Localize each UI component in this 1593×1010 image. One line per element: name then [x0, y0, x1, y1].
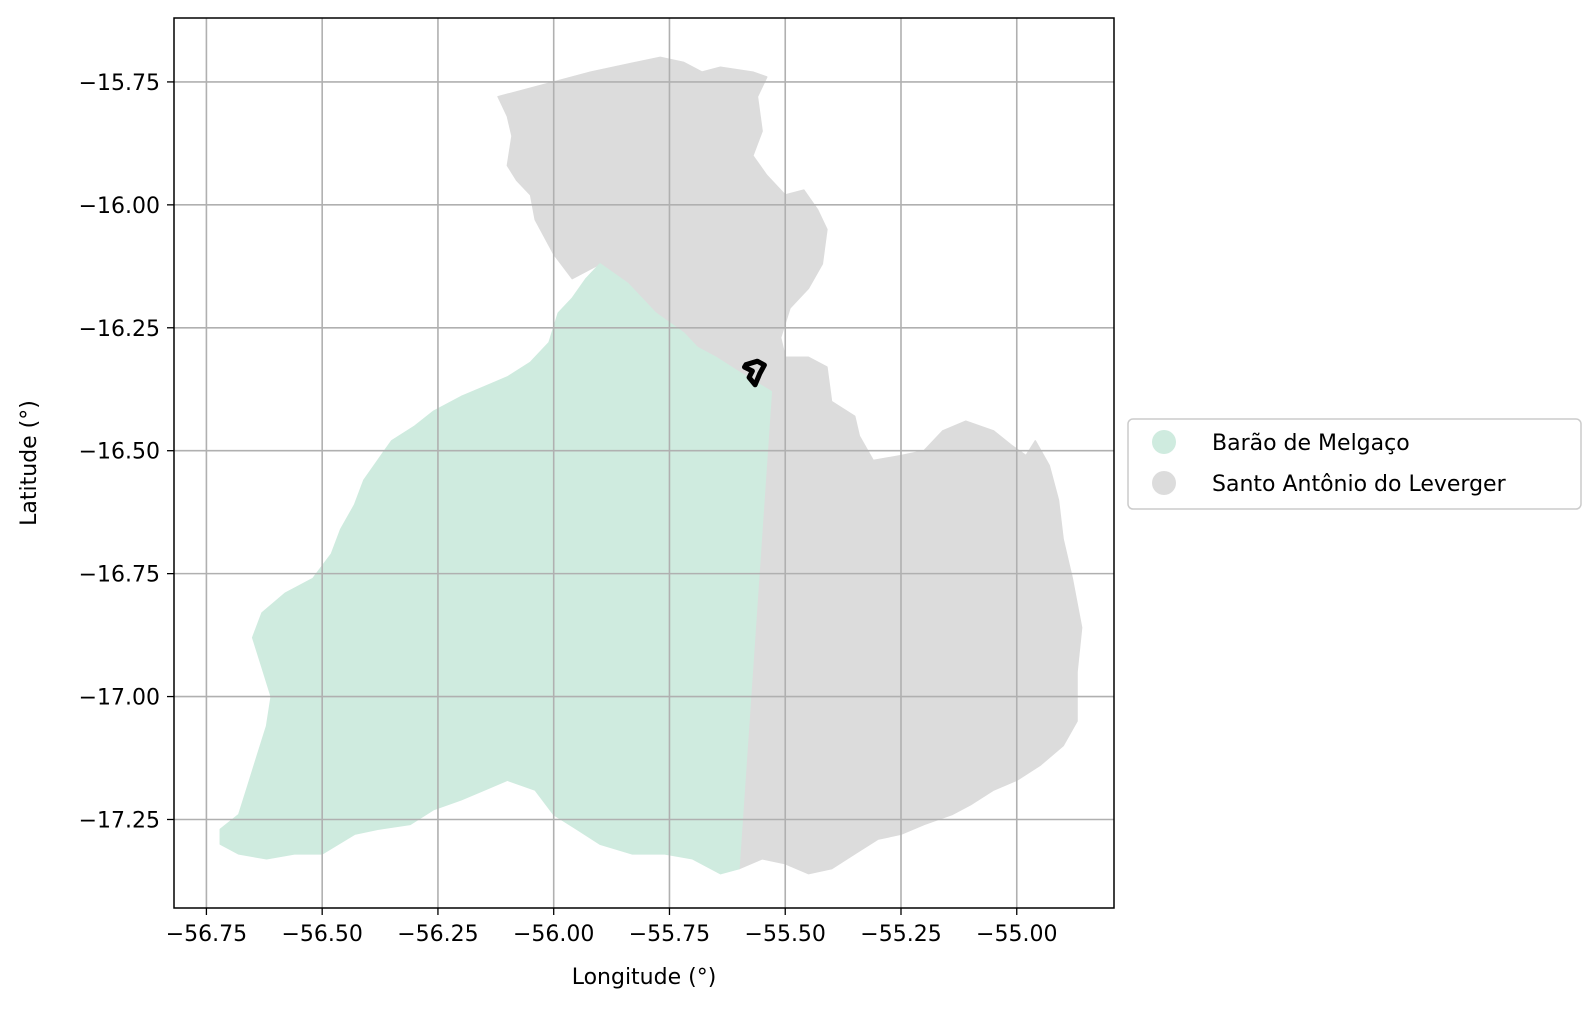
legend-marker	[1152, 471, 1176, 495]
y-tick-label: −17.25	[79, 808, 160, 833]
marked-area-outline	[742, 358, 767, 388]
y-ticks: −15.75 −16.00 −16.25 −16.50 −16.75 −17.00 −17.…	[79, 71, 174, 833]
x-tick-label: −56.75	[166, 922, 247, 947]
x-tick-label: −55.25	[860, 922, 941, 947]
y-tick-label: −16.00	[79, 194, 160, 219]
legend-marker	[1152, 430, 1176, 454]
x-tick-label: −55.75	[629, 922, 710, 947]
x-axis-title: Longitude (°)	[572, 965, 717, 990]
y-tick-label: −16.25	[79, 317, 160, 342]
y-tick-label: −15.75	[79, 71, 160, 96]
regions-layer	[219, 56, 1083, 875]
y-tick-label: −16.75	[79, 563, 160, 588]
marked-layer	[742, 358, 767, 388]
legend-label: Barão de Melgaço	[1212, 431, 1410, 456]
x-tick-label: −56.50	[281, 922, 362, 947]
plot-frame	[173, 17, 1115, 909]
x-tick-label: −56.00	[513, 922, 594, 947]
y-tick-label: −17.00	[79, 686, 160, 711]
legend-frame	[1127, 418, 1582, 510]
x-tick-label: −56.25	[397, 922, 478, 947]
y-tick-label: −16.50	[79, 440, 160, 465]
x-ticks: −56.75 −56.50 −56.25 −56.00 −55.75 −55.50 −55.…	[166, 908, 1057, 947]
legend: Barão de Melgaço Santo Antônio do Leverge…	[1127, 418, 1582, 510]
x-tick-label: −55.50	[745, 922, 826, 947]
grid-layer	[174, 18, 1114, 908]
region-barao-de-melgaco	[219, 263, 773, 875]
x-tick-label: −55.00	[976, 922, 1057, 947]
y-axis-title: Latitude (°)	[17, 400, 42, 526]
legend-label: Santo Antônio do Leverger	[1212, 472, 1507, 497]
